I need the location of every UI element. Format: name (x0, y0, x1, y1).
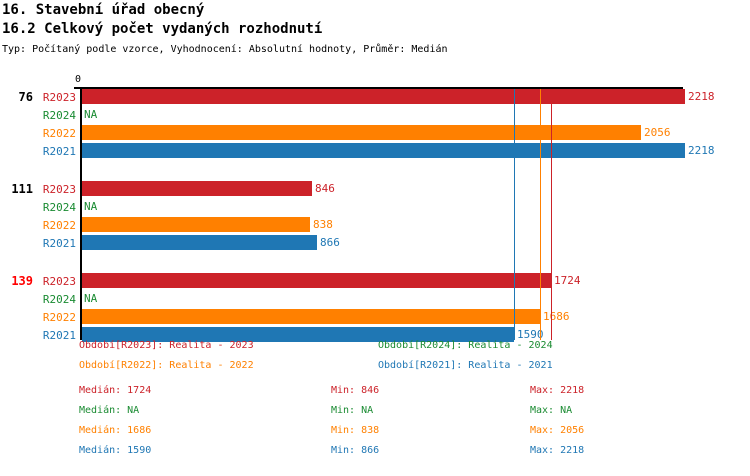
group-label: 111 (11, 182, 33, 196)
stat-max-value: Max: NA (530, 405, 573, 416)
series-tick-label: R2022 (42, 311, 76, 324)
report-subtitle: Typ: Počítaný podle vzorce, Vyhodnocení:… (2, 44, 448, 55)
bar (82, 125, 641, 140)
axis-baseline (80, 87, 82, 340)
bar (82, 89, 685, 104)
stat-max-value: Max: 2218 (530, 445, 585, 456)
stat-median-value: Medián: 1724 (79, 385, 152, 396)
stat-max-value: Max: 2056 (530, 425, 585, 436)
series-tick-label: R2023 (42, 183, 76, 196)
bar (82, 327, 514, 342)
bar (82, 273, 551, 288)
bar-value-label: 1686 (543, 310, 570, 323)
report-title-secondary: 16.2 Celkový počet vydaných rozhodnutí (2, 21, 323, 37)
bar (82, 309, 540, 324)
group-label: 76 (18, 90, 33, 104)
series-tick-label: R2023 (42, 91, 76, 104)
stat-median-value: Medián: 1686 (79, 425, 152, 436)
legend-entry: Období[R2023]: Realita - 2023 (79, 340, 254, 351)
stat-min-value: Min: 838 (331, 425, 380, 436)
bar-value-label: 1724 (554, 274, 581, 287)
chart-statistics-summary: Medián: 1724 Min: 846 Max: 2218 Medián: NA M… (0, 385, 750, 475)
bar (82, 217, 310, 232)
stat-min-value: Min: 846 (331, 385, 380, 396)
bar-value-label: 846 (315, 182, 335, 195)
bar-value-label: 2218 (688, 90, 715, 103)
series-tick-label: R2024 (42, 201, 76, 214)
median-reference-line (514, 89, 515, 340)
stat-min-value: Min: NA (331, 405, 374, 416)
stat-max-value: Max: 2218 (530, 385, 585, 396)
axis-zero-tick-mark (74, 87, 82, 89)
bar-na-label: NA (84, 200, 98, 213)
median-reference-line (551, 89, 552, 340)
bar (82, 143, 685, 158)
series-tick-label: R2021 (42, 329, 76, 342)
series-tick-label: R2024 (42, 293, 76, 306)
group-label: 139 (11, 274, 33, 288)
series-tick-label: R2022 (42, 127, 76, 140)
series-tick-label: R2024 (42, 109, 76, 122)
axis-top-line (80, 87, 683, 89)
bar-value-label: 838 (313, 218, 333, 231)
bar (82, 181, 312, 196)
series-tick-label: R2023 (42, 275, 76, 288)
bar-value-label: 866 (320, 236, 340, 249)
bar-value-label: 2218 (688, 144, 715, 157)
axis-zero-tick-label: 0 (75, 74, 82, 85)
legend-entry: Období[R2022]: Realita - 2022 (79, 360, 254, 371)
bar-value-label: 2056 (644, 126, 671, 139)
legend-entry: Období[R2021]: Realita - 2021 (378, 360, 553, 371)
series-tick-label: R2021 (42, 237, 76, 250)
bar-na-label: NA (84, 292, 98, 305)
report-title-primary: 16. Stavební úřad obecný (2, 2, 205, 18)
median-reference-line (540, 89, 541, 340)
bar-na-label: NA (84, 108, 98, 121)
legend-entry: Období[R2024]: Realita - 2024 (378, 340, 553, 351)
bar (82, 235, 317, 250)
stat-min-value: Min: 866 (331, 445, 380, 456)
bar-chart-plot-area: 0 76 R2023 2218 R2024 NA R2022 2056 R2021 2218 11… (0, 70, 750, 342)
chart-legend: Období[R2023]: Realita - 2023 Období[R202… (0, 340, 750, 380)
series-tick-label: R2021 (42, 145, 76, 158)
series-tick-label: R2022 (42, 219, 76, 232)
stat-median-value: Medián: NA (79, 405, 140, 416)
stat-median-value: Medián: 1590 (79, 445, 152, 456)
bar-value-label: 1590 (517, 328, 544, 341)
